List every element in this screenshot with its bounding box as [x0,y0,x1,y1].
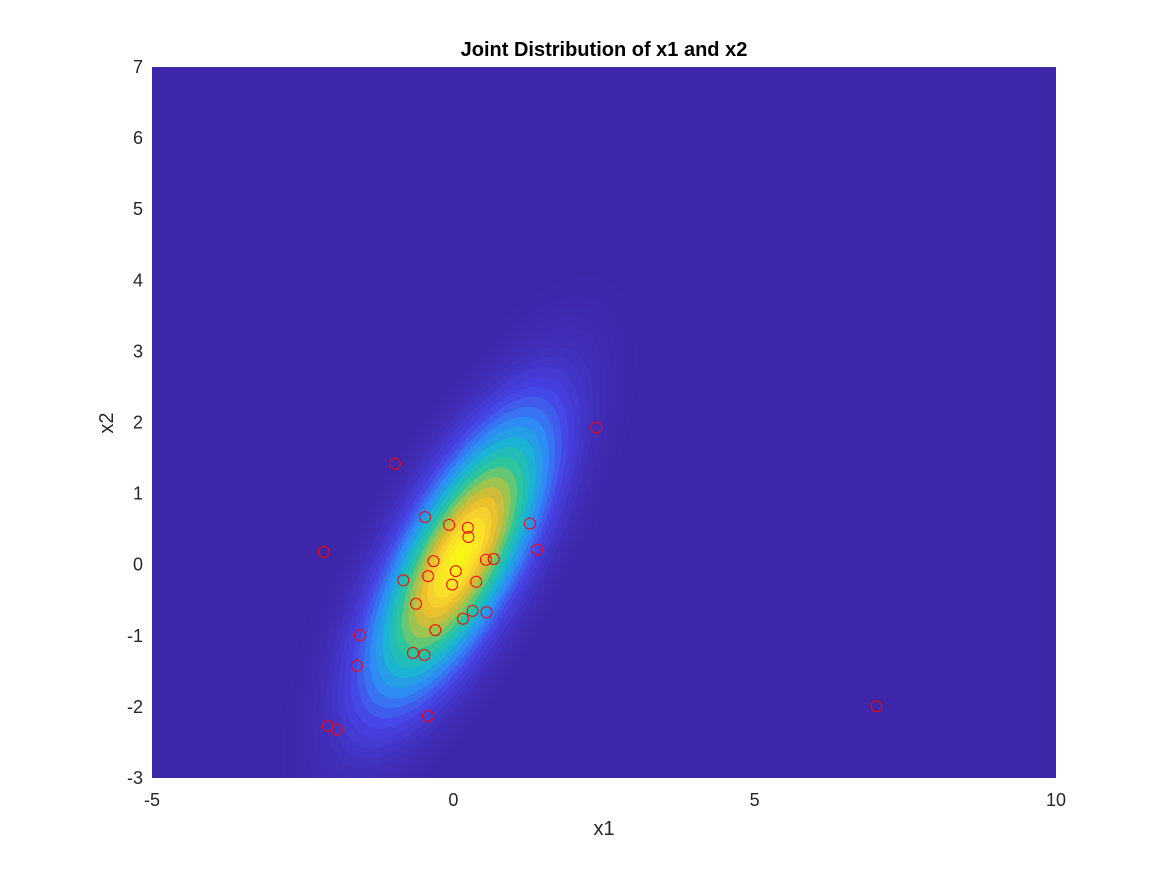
scatter-point [870,700,883,713]
y-tick-label: 2 [133,413,143,433]
y-tick-label: -1 [127,626,143,646]
scatter-point [388,457,401,470]
scatter-point [449,565,462,578]
x-tick-label: -5 [144,790,160,810]
y-tick-label: 3 [133,341,143,361]
scatter-point [397,574,410,587]
y-axis-ticks: -3 -2 -1 0 1 2 3 4 5 6 7 [127,57,143,788]
x-axis-ticks: -5 0 5 10 [144,790,1066,810]
x-axis-label: x1 [593,818,614,840]
chart-title: Joint Distribution of x1 and x2 [461,39,748,61]
y-axis-label: x2 [96,412,118,433]
scatter-point [443,518,456,531]
y-tick-label: 5 [133,199,143,219]
scatter-point [462,531,475,543]
density-contours [280,276,639,778]
scatter-point [422,570,434,583]
scatter-point [480,606,493,619]
scatter-point [531,543,544,556]
scatter-point [446,578,459,591]
y-tick-label: 7 [133,57,143,77]
scatter-point [422,710,434,723]
scatter-point [523,517,536,530]
data-points [317,421,883,736]
x-tick-label: 0 [448,790,458,810]
y-tick-label: 1 [133,484,143,504]
scatter-point [429,624,442,637]
scatter-point [331,723,343,736]
scatter-point [419,511,431,524]
scatter-point [461,521,474,534]
y-tick-label: 6 [133,128,143,148]
scatter-point [353,629,366,642]
scatter-point [317,545,330,558]
scatter-point [457,612,469,625]
plot-area [152,67,1056,778]
scatter-point [350,659,363,672]
x-tick-label: 5 [750,790,760,810]
y-tick-label: -3 [127,768,143,788]
scatter-point [410,597,422,610]
y-tick-label: -2 [127,697,143,717]
scatter-point [407,646,419,659]
x-tick-label: 10 [1046,790,1066,810]
scatter-point [466,604,479,617]
scatter-point [418,649,431,661]
scatter-point [487,553,500,565]
scatter-point [470,575,483,588]
scatter-point [427,555,440,568]
y-tick-label: 4 [133,270,143,290]
scatter-point [590,421,603,434]
density-contour-level [453,547,466,568]
y-tick-label: 0 [133,555,143,575]
scatter-point [479,553,492,566]
